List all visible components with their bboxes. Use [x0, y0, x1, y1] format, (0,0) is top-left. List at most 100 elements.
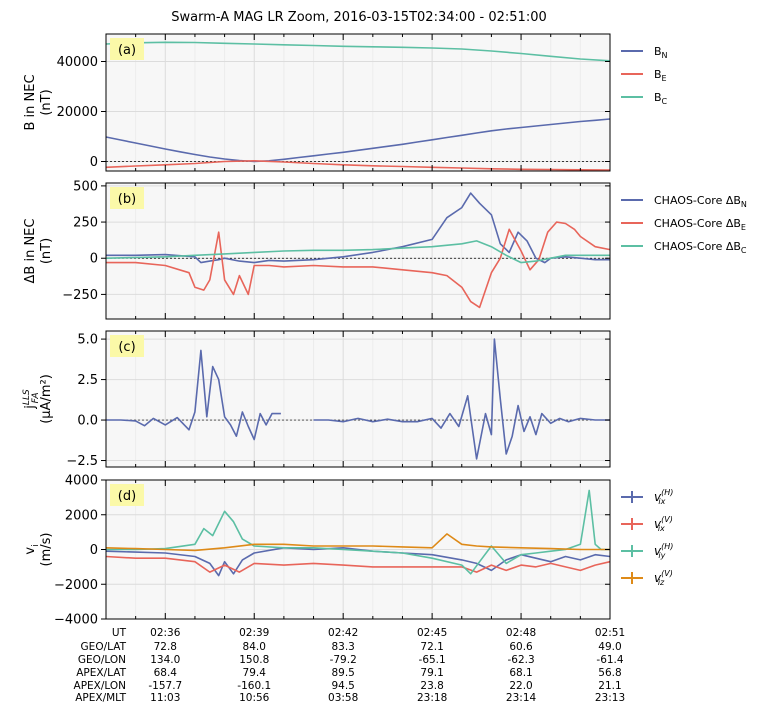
row-label: UT	[112, 627, 127, 639]
chart-panel-1: −250 0 250 500 (b) ΔB in NEC (nT) CHAOS-Core ΔB…	[23, 179, 747, 320]
table-cell: 03:58	[328, 692, 358, 704]
legend-label: CHAOS-Core ΔBE	[654, 217, 746, 232]
table-cell: 23.8	[420, 680, 443, 692]
legend-label: v(V) ix	[654, 515, 673, 533]
legend-entry-0-2: BC	[621, 91, 668, 106]
table-cell: 150.8	[239, 654, 269, 666]
series-line-3-1	[105, 555, 611, 573]
y-axis-label-unit: (nT)	[39, 238, 54, 264]
x-tick-label: 02:48	[506, 627, 536, 639]
table-cell: 83.3	[331, 641, 354, 653]
y-axis-label: vi	[23, 544, 41, 554]
y-axis-label: jLLSFA	[22, 389, 41, 410]
x-tick-label: 02:45	[417, 627, 447, 639]
y-tick-label: −2.5	[66, 454, 98, 469]
y-tick-label: 0	[90, 155, 98, 170]
series-line-2-1	[313, 338, 610, 460]
y-axis-label: B in NEC	[23, 74, 38, 130]
row-label: APEX/LAT	[76, 667, 126, 679]
table-cell: 60.6	[509, 641, 533, 653]
legend-entry-1-2: CHAOS-Core ΔBC	[621, 240, 747, 255]
legend-entry-3-3: v(V) iz	[621, 569, 673, 587]
table-cell: 22.0	[509, 680, 532, 692]
legend-label: BE	[654, 68, 667, 83]
table-cell: -160.1	[237, 680, 271, 692]
y-tick-label: −4000	[54, 613, 98, 628]
y-tick-label: −2000	[54, 578, 98, 593]
table-cell: -61.4	[596, 654, 623, 666]
table-cell: 79.4	[243, 667, 267, 679]
panel-label: (d)	[118, 489, 136, 504]
plot-area	[106, 331, 610, 467]
table-cell: 23:14	[506, 692, 537, 704]
table-cell: -62.3	[507, 654, 534, 666]
chart-panel-2: −2.5 0.0 2.5 5.0 (c) jLLSFA(μA/m²)	[22, 330, 611, 469]
table-cell: 49.0	[598, 641, 621, 653]
panel-label-box	[110, 38, 144, 60]
y-tick-label: 4000	[65, 474, 98, 489]
table-cell: -65.1	[419, 654, 446, 666]
legend-label: v(H) iy	[654, 542, 673, 560]
series-line-0-2	[105, 41, 611, 62]
table-cell: 72.8	[154, 641, 177, 653]
plot-area	[106, 34, 610, 171]
table-cell: 21.1	[598, 680, 621, 692]
table-cell: 10:56	[239, 692, 270, 704]
legend-entry-1-0: CHAOS-Core ΔBN	[621, 194, 747, 209]
plot-frame	[105, 182, 611, 320]
table-cell: 23:13	[595, 692, 625, 704]
y-tick-label: 40000	[57, 55, 98, 70]
series-line-3-3	[105, 533, 610, 552]
panel-label: (b)	[118, 192, 136, 207]
panel-label: (a)	[118, 43, 136, 58]
y-tick-label: 250	[73, 216, 98, 231]
legend-entry-3-2: v(H) iy	[621, 542, 673, 560]
legend-label: BN	[654, 45, 668, 60]
series-line-2-0	[106, 349, 281, 441]
y-tick-label: 0.0	[77, 414, 98, 429]
chart-panel-0: 0 20000 40000 (a) B in NEC (nT) BN BE BC	[23, 33, 668, 172]
y-tick-label: 2000	[65, 508, 98, 523]
y-tick-label: 5.0	[77, 333, 98, 348]
plot-frame	[105, 330, 611, 468]
y-tick-label: 2.5	[77, 373, 98, 388]
row-label: GEO/LON	[78, 654, 126, 666]
panel-label: (c)	[118, 340, 135, 355]
x-tick-label: 02:51	[595, 627, 625, 639]
legend-label: CHAOS-Core ΔBN	[654, 194, 747, 209]
y-axis-label-unit: (μA/m²)	[39, 374, 54, 424]
legend-entry-0-0: BN	[621, 45, 668, 60]
panel-label-box	[110, 484, 144, 506]
y-axis-label-unit: (m/s)	[39, 533, 54, 567]
legend-label: v(H) ix	[654, 488, 673, 506]
legend-entry-3-0: v(H) ix	[621, 488, 673, 506]
table-cell: 11:03	[150, 692, 180, 704]
series-line-1-1	[106, 221, 611, 309]
table-cell: 84.0	[243, 641, 266, 653]
legend-label: BC	[654, 91, 668, 106]
table-cell: 23:18	[417, 692, 447, 704]
row-label: GEO/LAT	[81, 641, 127, 653]
panel-label-box	[110, 187, 144, 209]
table-cell: 94.5	[331, 680, 354, 692]
table-cell: -157.7	[148, 680, 182, 692]
y-tick-label: 0	[90, 252, 98, 267]
plot-area	[106, 183, 610, 319]
legend-entry-0-1: BE	[621, 68, 667, 83]
table-cell: 134.0	[150, 654, 180, 666]
legend-label: CHAOS-Core ΔBC	[654, 240, 747, 255]
table-cell: 68.4	[154, 667, 178, 679]
table-cell: 89.5	[331, 667, 354, 679]
y-tick-label: 20000	[57, 105, 98, 120]
row-label: APEX/MLT	[75, 692, 126, 704]
legend-label: v(V) iz	[654, 569, 673, 587]
panel-label-box	[110, 335, 144, 357]
x-axis-position-table: UT GEO/LATGEO/LONAPEX/LATAPEX/LONAPEX/MLT…	[74, 627, 626, 704]
y-tick-label: 500	[73, 179, 98, 194]
table-cell: -79.2	[330, 654, 357, 666]
x-tick-label: 02:42	[328, 627, 358, 639]
series-line-0-0	[105, 118, 611, 163]
table-cell: 56.8	[598, 667, 621, 679]
series-line-1-2	[105, 240, 610, 264]
